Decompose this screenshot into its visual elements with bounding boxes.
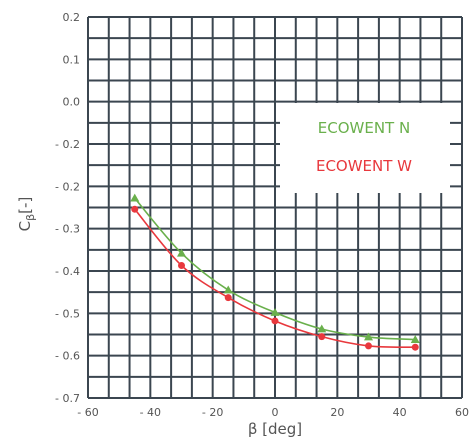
data-point-ecowent-w [318, 333, 326, 341]
series-layer [130, 193, 420, 351]
y-tick-label: - 0.2 [55, 138, 80, 151]
legend: ECOWENT N ECOWENT W [280, 103, 450, 193]
x-tick-label: 0 [272, 406, 279, 419]
x-tick-label: 40 [393, 406, 407, 419]
data-point-ecowent-n [130, 193, 140, 202]
legend-label-ecowent-w: ECOWENT W [316, 157, 412, 175]
data-point-ecowent-w [131, 205, 139, 213]
x-axis-title: β [deg] [248, 420, 302, 438]
y-tick-label: - 0.3 [55, 223, 80, 236]
data-point-ecowent-n [364, 332, 373, 341]
data-point-ecowent-w [271, 317, 279, 325]
svg-text:Cβ[-]: Cβ[-] [16, 197, 37, 232]
y-tick-label: 0.0 [63, 96, 81, 109]
y-tick-label: - 0.7 [55, 392, 80, 405]
data-point-ecowent-n [317, 324, 327, 333]
x-tick-label: 60 [455, 406, 469, 419]
y-tick-label: - 0.4 [55, 265, 80, 278]
y-axis-title: Cβ[-] [16, 197, 37, 232]
y-tick-label: 0.1 [63, 53, 81, 66]
data-point-ecowent-w [365, 342, 372, 350]
data-point-ecowent-w [411, 343, 419, 351]
legend-box [280, 103, 450, 193]
data-point-ecowent-n [410, 335, 420, 343]
data-point-ecowent-n [270, 307, 280, 316]
data-point-ecowent-w [178, 261, 185, 269]
x-tick-label: - 60 [77, 406, 98, 419]
legend-label-ecowent-n: ECOWENT N [318, 119, 410, 137]
y-axis-title-suffix: [-] [16, 197, 34, 214]
y-tick-label: 0.2 [63, 11, 81, 24]
y-axis-title-main: C [16, 221, 34, 231]
y-tick-label: - 0.5 [55, 307, 80, 320]
grid [87, 16, 463, 399]
x-tick-label: - 40 [140, 406, 161, 419]
y-axis-title-sub: β [24, 214, 37, 221]
x-tick-label: - 20 [202, 406, 223, 419]
data-point-ecowent-w [224, 294, 232, 302]
data-point-ecowent-n [177, 248, 186, 257]
y-tick-label: - 0.6 [55, 350, 80, 363]
data-point-ecowent-n [223, 285, 233, 294]
x-tick-label: 20 [330, 406, 344, 419]
ticks: - 60 - 40 - 20 0 20 40 60 0.2 0.1 0.0 - 0.2 - 0.2 - … [55, 11, 469, 419]
y-tick-label: - 0.2 [55, 180, 80, 193]
